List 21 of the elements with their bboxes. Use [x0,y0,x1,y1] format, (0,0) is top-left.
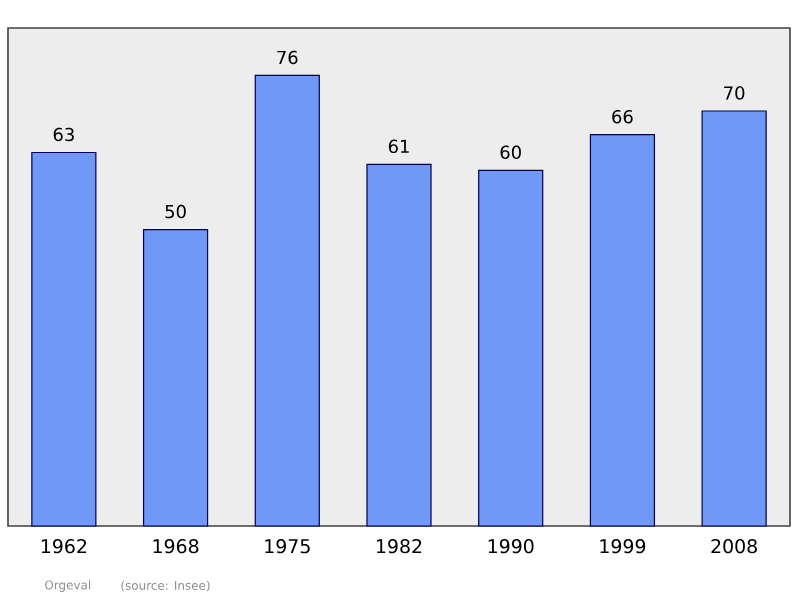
data-label: 61 [388,139,409,154]
x-tick-label: 1968 [153,539,199,554]
data-label: 76 [277,50,298,65]
bar [701,110,767,527]
bar [31,151,97,527]
bar [478,169,544,527]
bar [589,134,656,527]
data-label: 50 [165,204,186,219]
data-label: 66 [612,109,633,124]
data-label: 60 [500,145,521,160]
bar [254,74,320,527]
data-label: 70 [724,86,745,100]
x-tick-label: 1982 [377,539,422,554]
x-tick-label: 1975 [265,539,310,554]
x-tick-label: 1990 [488,539,534,554]
x-tick-label: 1962 [41,539,87,554]
bar [142,228,209,527]
bar [366,163,432,527]
x-tick-label: 2008 [711,539,757,554]
data-label: 63 [53,127,74,142]
x-tick-label: 1999 [600,539,646,554]
